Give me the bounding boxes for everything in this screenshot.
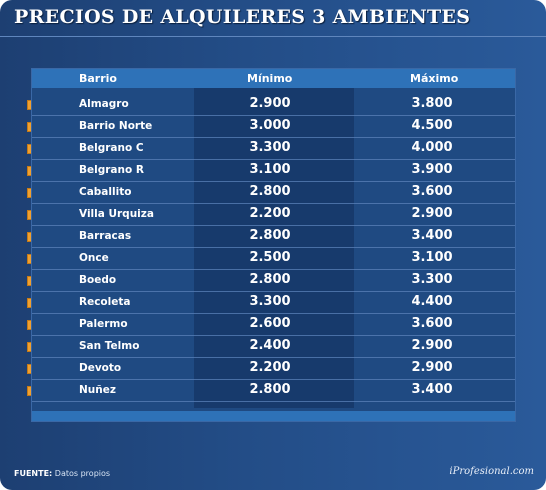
cell-maximo: 4.500 [411, 118, 453, 133]
cell-barrio: Devoto [79, 362, 122, 374]
cell-minimo: 2.900 [249, 96, 291, 111]
cell-minimo: 3.100 [249, 162, 291, 177]
table-row: Almagro 2.900 3.800 [32, 94, 515, 116]
cell-maximo: 4.400 [411, 294, 453, 309]
cell-barrio: Caballito [79, 186, 132, 198]
header-minimo: Mínimo [247, 72, 293, 85]
table-row: Caballito 2.800 3.600 [32, 182, 515, 204]
table-row: Villa Urquiza 2.200 2.900 [32, 204, 515, 226]
row-separator [32, 225, 515, 226]
row-separator [32, 203, 515, 204]
table-row: Nuñez 2.800 3.400 [32, 380, 515, 402]
cell-barrio: Belgrano R [79, 164, 144, 176]
cell-barrio: Nuñez [79, 384, 116, 396]
table-footer-band [32, 411, 515, 421]
table-row: Belgrano R 3.100 3.900 [32, 160, 515, 182]
cell-barrio: Belgrano C [79, 142, 144, 154]
cell-maximo: 3.400 [411, 382, 453, 397]
row-separator [32, 313, 515, 314]
header-maximo: Máximo [410, 72, 459, 85]
cell-minimo: 3.000 [249, 118, 291, 133]
table-row: Once 2.500 3.100 [32, 248, 515, 270]
minimo-column-band [194, 88, 354, 408]
row-separator [32, 181, 515, 182]
cell-minimo: 2.800 [249, 272, 291, 287]
cell-barrio: Barrio Norte [79, 120, 153, 132]
cell-maximo: 3.900 [411, 162, 453, 177]
cell-maximo: 2.900 [411, 206, 453, 221]
table-row: Devoto 2.200 2.900 [32, 358, 515, 380]
cell-maximo: 3.600 [411, 184, 453, 199]
row-separator [32, 357, 515, 358]
table-row: Boedo 2.800 3.300 [32, 270, 515, 292]
cell-minimo: 2.800 [249, 184, 291, 199]
price-table: Barrio Mínimo Máximo Almagro 2.900 3.800 Ba… [31, 68, 516, 422]
row-separator [32, 269, 515, 270]
source-label: FUENTE: [14, 469, 53, 478]
table-row: Palermo 2.600 3.600 [32, 314, 515, 336]
cell-barrio: Boedo [79, 274, 117, 286]
cell-barrio: San Telmo [79, 340, 140, 352]
cell-barrio: Almagro [79, 98, 129, 110]
table-row: Barrio Norte 3.000 4.500 [32, 116, 515, 138]
header-barrio: Barrio [79, 72, 117, 85]
cell-maximo: 3.300 [411, 272, 453, 287]
cell-barrio: Palermo [79, 318, 128, 330]
row-separator [32, 379, 515, 380]
title-divider [0, 36, 546, 37]
row-separator [32, 115, 515, 116]
cell-barrio: Recoleta [79, 296, 131, 308]
table-row: Belgrano C 3.300 4.000 [32, 138, 515, 160]
row-separator [32, 137, 515, 138]
cell-minimo: 3.300 [249, 294, 291, 309]
row-separator [32, 291, 515, 292]
cell-barrio: Once [79, 252, 109, 264]
cell-maximo: 2.900 [411, 338, 453, 353]
table-row: San Telmo 2.400 2.900 [32, 336, 515, 358]
cell-barrio: Barracas [79, 230, 132, 242]
brand-credit: iProfesional.com [449, 466, 534, 477]
table-header: Barrio Mínimo Máximo [32, 69, 515, 88]
cell-minimo: 2.800 [249, 228, 291, 243]
cell-maximo: 3.400 [411, 228, 453, 243]
cell-maximo: 3.100 [411, 250, 453, 265]
cell-maximo: 3.600 [411, 316, 453, 331]
cell-maximo: 3.800 [411, 96, 453, 111]
cell-minimo: 2.400 [249, 338, 291, 353]
cell-minimo: 2.200 [249, 206, 291, 221]
cell-barrio: Villa Urquiza [79, 208, 154, 220]
cell-minimo: 2.600 [249, 316, 291, 331]
table-row: Barracas 2.800 3.400 [32, 226, 515, 248]
cell-minimo: 2.500 [249, 250, 291, 265]
cell-minimo: 2.800 [249, 382, 291, 397]
source-note: FUENTE: Datos propios [14, 469, 110, 478]
cell-minimo: 2.200 [249, 360, 291, 375]
row-separator [32, 159, 515, 160]
table-row: Recoleta 3.300 4.400 [32, 292, 515, 314]
chart-title: PRECIOS DE ALQUILERES 3 AMBIENTES [14, 6, 471, 28]
cell-maximo: 4.000 [411, 140, 453, 155]
source-text: Datos propios [54, 469, 111, 478]
row-separator [32, 401, 515, 402]
cell-minimo: 3.300 [249, 140, 291, 155]
row-separator [32, 335, 515, 336]
row-separator [32, 247, 515, 248]
cell-maximo: 2.900 [411, 360, 453, 375]
